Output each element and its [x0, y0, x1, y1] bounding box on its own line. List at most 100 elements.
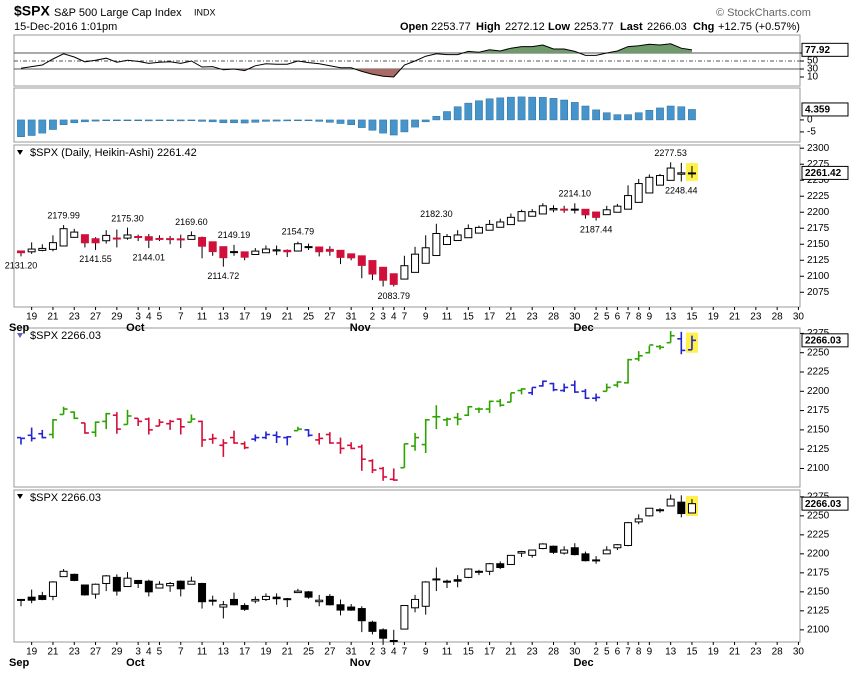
ha-candle — [368, 260, 377, 275]
candle — [634, 518, 643, 523]
x-tick-label: 28 — [548, 647, 560, 658]
ha-candle — [59, 228, 68, 247]
ha-candle — [506, 216, 515, 226]
x-tick-label: 19 — [708, 312, 720, 323]
overbought-fill — [21, 43, 692, 53]
macd-bar — [602, 112, 611, 121]
x-tick-label: 5 — [157, 312, 163, 323]
x-tick-label: 27 — [324, 312, 336, 323]
candle — [315, 599, 324, 603]
macd-bar — [27, 119, 36, 136]
ha-candle — [634, 183, 643, 203]
macd-bar — [102, 119, 111, 121]
macd-bar — [347, 119, 355, 125]
y-tick-label: 2175 — [807, 405, 830, 416]
ha-candle — [421, 247, 430, 264]
x-tick-label: 19 — [260, 312, 272, 323]
x-tick-label: 7 — [625, 312, 631, 323]
x-tick-label: 7 — [625, 647, 631, 658]
price-annotation: 2277.53 — [654, 148, 687, 158]
ha-candle — [102, 234, 111, 242]
x-tick-label: 13 — [665, 312, 677, 323]
y-tick-label: 2275 — [807, 159, 830, 170]
candle — [198, 582, 207, 603]
macd-bar — [389, 119, 398, 136]
x-tick-label: 11 — [442, 312, 453, 323]
ha-candle — [592, 211, 601, 218]
ha-candle — [123, 234, 132, 239]
y-tick-label: 10 — [807, 72, 819, 83]
x-tick-label: 23 — [527, 312, 539, 323]
x-tick-label: 19 — [26, 312, 38, 323]
candle — [602, 549, 611, 555]
panel-icon — [17, 494, 23, 499]
ha-candle — [261, 248, 270, 254]
ha-candle — [389, 273, 398, 285]
x-tick-label: 21 — [282, 647, 294, 658]
x-tick-label: 25 — [303, 647, 315, 658]
ha-candle — [687, 172, 696, 175]
month-label: Dec — [573, 657, 593, 669]
macd-bar — [656, 107, 664, 121]
ha-candle — [208, 241, 217, 253]
value-box — [801, 102, 849, 117]
high-value: 2272.12 — [505, 21, 545, 33]
candle — [112, 576, 121, 592]
panel-frame — [13, 489, 801, 643]
candle — [187, 580, 196, 585]
ha-candle — [230, 251, 238, 254]
ha-candle — [581, 208, 590, 216]
x-tick-label: 23 — [750, 647, 762, 658]
candle — [240, 605, 249, 610]
ha-candle — [80, 234, 89, 244]
high-label: High — [476, 21, 501, 33]
x-tick-label: 30 — [793, 312, 805, 323]
x-tick-label: 28 — [548, 312, 560, 323]
x-tick-label: 23 — [69, 647, 81, 658]
x-tick-label: 23 — [69, 312, 81, 323]
ha-candle — [17, 250, 25, 254]
price-annotation: 2149.19 — [218, 230, 251, 240]
x-tick-label: 7 — [178, 647, 184, 658]
x-tick-label: 5 — [157, 647, 163, 658]
macd-bar — [528, 96, 537, 121]
ha-candle — [613, 205, 622, 213]
candle — [443, 580, 451, 583]
macd-bar — [155, 119, 164, 121]
candle — [421, 581, 430, 607]
month-label: Oct — [126, 322, 145, 334]
ha-candle — [645, 176, 654, 194]
x-tick-label: 8 — [636, 312, 642, 323]
ha-candle — [219, 246, 228, 259]
x-tick-label: 31 — [346, 647, 358, 658]
candle — [485, 563, 494, 572]
x-tick-label: 6 — [615, 647, 621, 658]
candle — [38, 595, 47, 600]
index-name: S&P 500 Large Cap Index — [54, 7, 182, 19]
macd-bar — [677, 106, 686, 121]
x-tick-label: 21 — [729, 647, 741, 658]
candle — [379, 629, 388, 639]
candle — [624, 522, 633, 546]
x-tick-label: 30 — [569, 647, 581, 658]
macd-bar — [251, 119, 260, 123]
candle — [325, 595, 334, 606]
y-tick-label: 30 — [807, 64, 819, 75]
candle — [91, 583, 100, 595]
candle — [645, 507, 654, 517]
macd-bar — [624, 114, 632, 121]
candle — [251, 598, 260, 602]
ha-candle — [538, 205, 547, 215]
price-annotation: 2179.99 — [47, 210, 80, 220]
macd-bar — [144, 119, 153, 122]
x-tick-label: 28 — [772, 312, 784, 323]
x-tick-label: 13 — [218, 312, 230, 323]
candle — [70, 573, 79, 581]
ha-candle — [155, 237, 164, 240]
x-tick-label: 21 — [47, 312, 59, 323]
y-tick-label: -5 — [807, 127, 816, 138]
y-tick-label: 2225 — [807, 191, 830, 202]
y-tick-label: 2225 — [807, 529, 830, 540]
macd-bar — [400, 119, 409, 133]
macd-bar — [453, 106, 462, 121]
